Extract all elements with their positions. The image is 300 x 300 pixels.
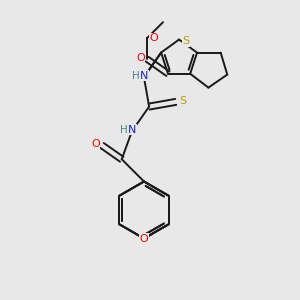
Text: N: N — [140, 70, 149, 81]
Text: O: O — [136, 52, 145, 63]
Text: O: O — [149, 33, 158, 43]
Text: O: O — [140, 233, 148, 244]
Text: H: H — [120, 124, 128, 135]
Text: H: H — [132, 70, 140, 81]
Text: S: S — [182, 36, 189, 46]
Text: O: O — [91, 139, 100, 149]
Text: S: S — [180, 96, 187, 106]
Text: N: N — [128, 124, 137, 135]
